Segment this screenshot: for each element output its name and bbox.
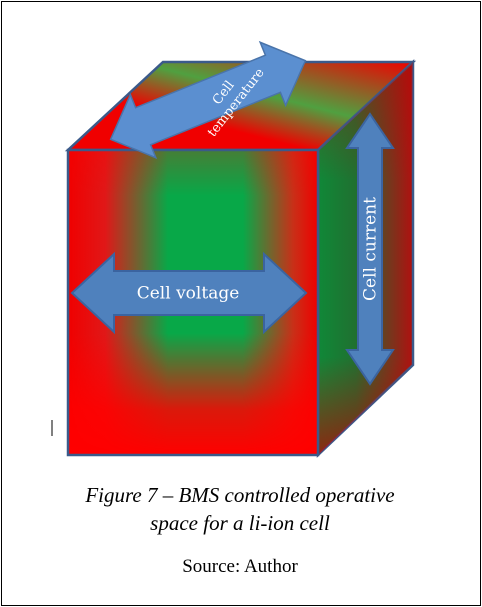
- caption-line: Figure 7 – BMS controlled operative: [84, 483, 394, 507]
- source: Source: Author: [182, 556, 298, 577]
- figure: Cell temperature Cell voltage Cell curre…: [0, 0, 482, 607]
- voltage-label: Cell voltage: [137, 284, 240, 304]
- page: Cell temperature Cell voltage Cell curre…: [0, 0, 482, 607]
- current-label: Cell current: [361, 197, 381, 301]
- caption-line: space for a li-ion cell: [150, 511, 330, 535]
